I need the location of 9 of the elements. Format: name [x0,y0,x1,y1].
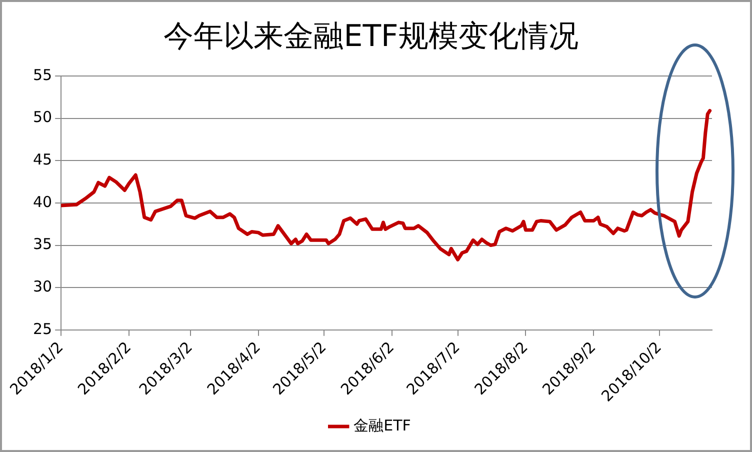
y-tick-label: 35 [32,235,52,254]
y-tick-label: 40 [32,192,52,211]
y-tick-label: 55 [32,66,52,84]
y-tick-label: 50 [32,108,52,126]
y-tick-label: 45 [32,150,52,169]
legend-label: 金融ETF [354,416,411,434]
y-tick-label: 25 [32,320,52,338]
chart-title: 今年以来金融ETF规模变化情况 [164,18,578,54]
y-tick-label: 30 [32,277,52,296]
